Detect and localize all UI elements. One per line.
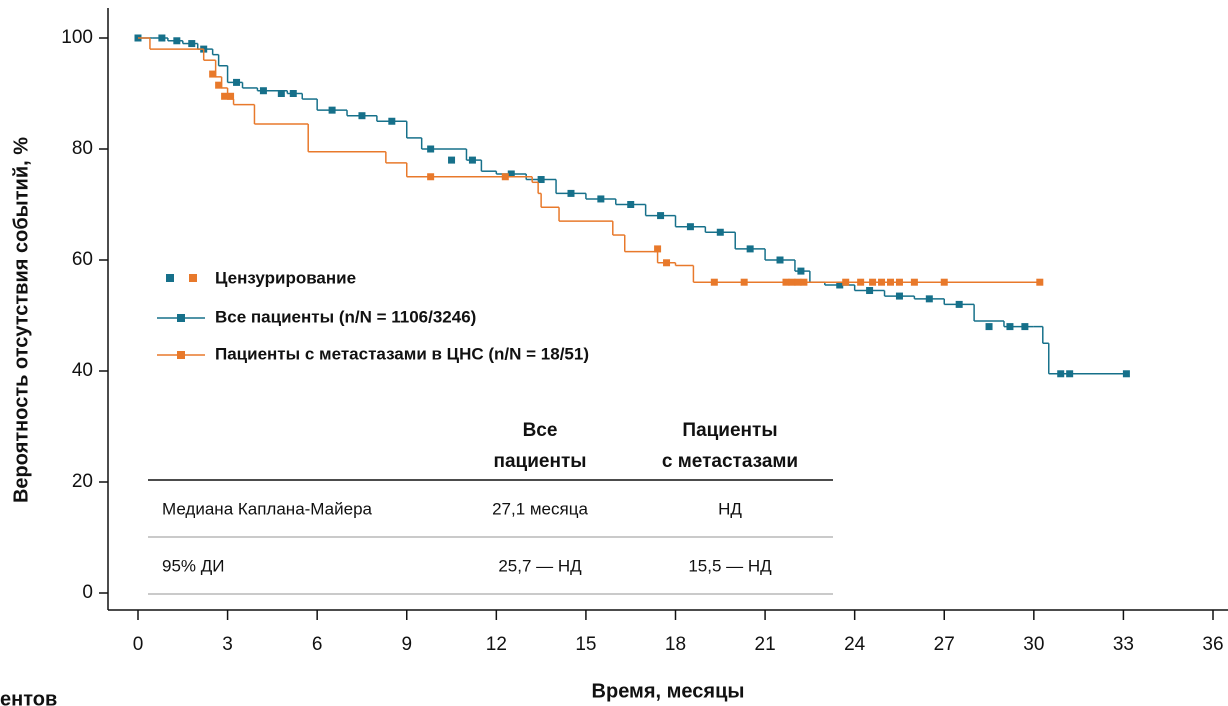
table-cell: 95% ДИ <box>162 556 224 575</box>
censor-mark <box>388 117 396 125</box>
censor-mark <box>663 259 671 267</box>
legend-label: Все пациенты (n/N = 1106/3246) <box>215 307 476 326</box>
censor-mark <box>887 278 894 286</box>
legend-swatch <box>177 351 185 359</box>
censor-mark <box>940 278 948 286</box>
censor-mark <box>427 173 435 181</box>
x-tick-label: 30 <box>1023 634 1044 655</box>
x-tick-label: 24 <box>844 634 866 655</box>
x-axis-label: Время, месяцы <box>592 680 745 702</box>
censor-mark <box>925 295 933 303</box>
censor-mark <box>1021 323 1029 331</box>
table-header: Пациенты <box>682 420 777 441</box>
censor-mark <box>188 40 196 48</box>
censor-mark <box>1066 370 1074 378</box>
censor-mark <box>1006 323 1014 331</box>
y-tick-label: 20 <box>72 471 93 492</box>
x-tick-label: 6 <box>312 634 323 655</box>
censor-mark <box>794 278 802 286</box>
x-tick-label: 21 <box>755 634 776 655</box>
x-tick-label: 15 <box>575 634 596 655</box>
censor-mark <box>797 267 805 275</box>
x-tick-label: 3 <box>222 634 233 655</box>
censor-mark <box>1036 278 1044 286</box>
y-tick-label: 60 <box>72 249 93 270</box>
censor-mark <box>776 256 784 264</box>
x-tick-label: 27 <box>934 634 955 655</box>
cut-text: ентов <box>0 688 57 706</box>
legend-censor-swatch <box>189 274 197 282</box>
table-cell: 15,5 — НД <box>688 556 772 575</box>
censor-mark <box>878 278 886 286</box>
censor-mark <box>289 90 297 97</box>
censor-mark <box>221 92 229 100</box>
table-cell: 27,1 месяца <box>492 499 588 518</box>
censor-mark <box>657 212 665 220</box>
censor-mark <box>788 278 796 286</box>
censor-mark <box>227 92 235 100</box>
censor-mark <box>259 87 267 95</box>
legend-censor-label: Цензурирование <box>215 268 356 287</box>
legend-censor-swatch <box>166 274 174 282</box>
censor-mark <box>857 278 865 286</box>
x-tick-label: 33 <box>1113 634 1134 655</box>
censor-mark <box>746 245 754 253</box>
table-cell: 25,7 — НД <box>498 556 582 575</box>
table-header: с метастазами <box>662 451 798 472</box>
x-tick-label: 0 <box>133 634 144 655</box>
censor-mark <box>358 112 366 120</box>
censor-mark <box>686 223 694 231</box>
censor-mark <box>836 281 844 289</box>
censor-mark <box>468 156 476 164</box>
censor-mark <box>710 278 718 286</box>
censor-mark <box>842 278 850 286</box>
censor-mark <box>800 278 808 286</box>
x-tick-label: 18 <box>665 634 686 655</box>
table-header: Все <box>523 420 558 441</box>
censor-mark <box>869 278 877 286</box>
censor-mark <box>501 173 509 181</box>
y-tick-label: 0 <box>82 582 93 603</box>
x-tick-label: 12 <box>486 634 507 655</box>
censor-mark <box>654 245 662 253</box>
censor-mark <box>277 90 285 97</box>
censor-mark <box>1057 370 1065 378</box>
censor-mark <box>567 189 575 197</box>
censor-mark <box>537 176 545 184</box>
censor-mark <box>985 323 993 331</box>
censor-mark <box>866 287 874 295</box>
censor-mark <box>328 106 336 114</box>
legend-label: Пациенты с метастазами в ЦНС (n/N = 18/5… <box>215 344 589 363</box>
y-axis-label: Вероятность отсутствия событий, % <box>10 137 32 503</box>
censor-mark <box>782 278 790 286</box>
censor-mark <box>158 34 166 42</box>
censor-mark <box>895 278 903 286</box>
x-tick-label: 36 <box>1202 634 1223 655</box>
censor-mark <box>910 278 918 286</box>
y-tick-label: 40 <box>72 360 93 381</box>
censor-mark <box>448 156 456 164</box>
censor-mark <box>427 145 435 153</box>
x-tick-label: 9 <box>401 634 412 655</box>
censor-mark <box>716 228 724 236</box>
censor-mark <box>507 170 515 178</box>
censor-mark <box>173 37 181 45</box>
y-tick-label: 100 <box>61 27 93 48</box>
table-header: пациенты <box>494 451 587 472</box>
y-tick-label: 80 <box>72 138 93 159</box>
table-cell: НД <box>718 499 742 518</box>
censor-mark <box>215 81 223 89</box>
table-cell: Медиана Каплана-Майера <box>162 499 373 518</box>
censor-mark <box>740 278 748 286</box>
censor-mark <box>627 201 635 208</box>
legend-swatch <box>177 314 185 322</box>
censor-mark <box>597 195 605 203</box>
censor-mark <box>955 300 963 308</box>
censor-mark <box>895 292 903 300</box>
censor-mark <box>209 70 217 78</box>
censor-mark <box>1122 370 1130 378</box>
censor-mark <box>233 78 241 86</box>
